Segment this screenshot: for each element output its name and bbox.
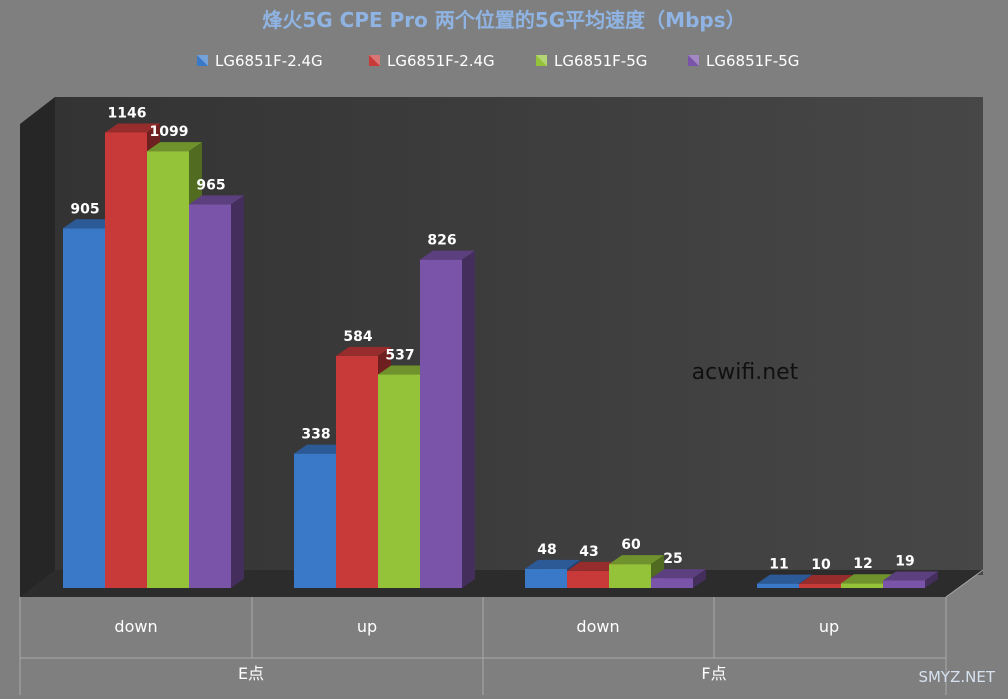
bar-front xyxy=(105,132,147,588)
data-label: 905 xyxy=(70,201,99,217)
data-label: 60 xyxy=(621,537,641,553)
legend-label: LG6851F-5G xyxy=(706,52,799,70)
data-label: 48 xyxy=(537,542,556,558)
bar-side xyxy=(231,195,244,588)
bar-top xyxy=(105,123,160,133)
data-label: 826 xyxy=(427,233,456,249)
data-label: 584 xyxy=(343,329,372,345)
data-label: 11 xyxy=(769,557,788,573)
bar-side xyxy=(462,250,475,589)
legend-label: LG6851F-5G xyxy=(554,52,647,70)
bar-front xyxy=(609,564,651,588)
bar-side xyxy=(925,571,938,588)
bar-front xyxy=(799,584,841,588)
watermark: acwifi.net xyxy=(692,360,799,385)
bar-top xyxy=(883,571,938,581)
category-axis-table xyxy=(19,569,984,695)
bar-front xyxy=(336,355,378,588)
data-label: 12 xyxy=(853,556,872,572)
bar-front xyxy=(757,583,799,588)
bar xyxy=(420,250,475,589)
category-label: down xyxy=(576,617,619,636)
bar-front xyxy=(567,570,609,588)
legend-item: LG6851F-2.4G xyxy=(369,52,495,70)
bar-top xyxy=(651,569,706,579)
legend-swatch-highlight xyxy=(369,55,380,66)
bar xyxy=(651,569,706,588)
bar-top xyxy=(420,250,475,260)
bar-top xyxy=(757,574,812,584)
bar-top xyxy=(525,559,580,569)
data-label: 43 xyxy=(579,544,598,560)
data-label: 19 xyxy=(895,553,914,569)
legend-item: LG6851F-5G xyxy=(536,52,647,70)
category-axis-labels: down up down up E点 F点 xyxy=(114,617,839,683)
bar-top xyxy=(378,365,433,375)
bar-top xyxy=(294,444,349,454)
data-label: 965 xyxy=(196,177,225,193)
category-label: up xyxy=(357,617,377,636)
group-label: E点 xyxy=(238,664,264,683)
bar-top xyxy=(63,219,118,229)
bar-top xyxy=(336,346,391,356)
bar-front xyxy=(883,580,925,588)
group-label: F点 xyxy=(701,664,726,683)
bar-front xyxy=(378,374,420,588)
data-label: 25 xyxy=(663,551,682,567)
bar-front xyxy=(294,453,336,588)
bar-top xyxy=(189,195,244,205)
bar-front xyxy=(147,151,189,588)
bar-top xyxy=(799,575,854,585)
data-label: 1099 xyxy=(150,124,189,140)
bar-top xyxy=(841,574,896,584)
bar-side xyxy=(693,569,706,588)
data-label: 537 xyxy=(385,348,414,364)
data-label: 1146 xyxy=(108,105,147,121)
bar-top xyxy=(609,555,664,565)
corner-watermark: SMYZ.NET xyxy=(918,668,995,686)
legend-swatch-highlight xyxy=(536,55,547,66)
bar-front xyxy=(841,583,883,588)
category-label: down xyxy=(114,617,157,636)
legend-swatch-highlight xyxy=(197,55,208,66)
bar-front xyxy=(63,228,105,588)
category-label: up xyxy=(819,617,839,636)
data-label: 10 xyxy=(811,557,831,573)
chart-title: 烽火5G CPE Pro 两个位置的5G平均速度（Mbps） xyxy=(262,8,745,32)
bar-top xyxy=(567,561,622,571)
side-wall xyxy=(20,97,55,597)
bar-front xyxy=(651,578,693,588)
bar-front xyxy=(525,568,567,588)
legend-swatch-highlight xyxy=(688,55,699,66)
legend-item: LG6851F-5G xyxy=(688,52,799,70)
bar xyxy=(189,195,244,588)
data-label: 338 xyxy=(301,427,330,443)
legend-item: LG6851F-2.4G xyxy=(197,52,323,70)
floor xyxy=(20,570,983,597)
bar-top xyxy=(147,142,202,152)
bar xyxy=(609,555,664,588)
bar-front xyxy=(420,259,462,588)
legend-label: LG6851F-2.4G xyxy=(215,52,323,70)
legend-label: LG6851F-2.4G xyxy=(387,52,495,70)
legend: LG6851F-2.4G LG6851F-2.4G LG6851F-5G LG6851… xyxy=(197,52,799,70)
axis-gridline xyxy=(945,569,984,598)
bar-front xyxy=(189,204,231,588)
bar xyxy=(883,571,938,588)
